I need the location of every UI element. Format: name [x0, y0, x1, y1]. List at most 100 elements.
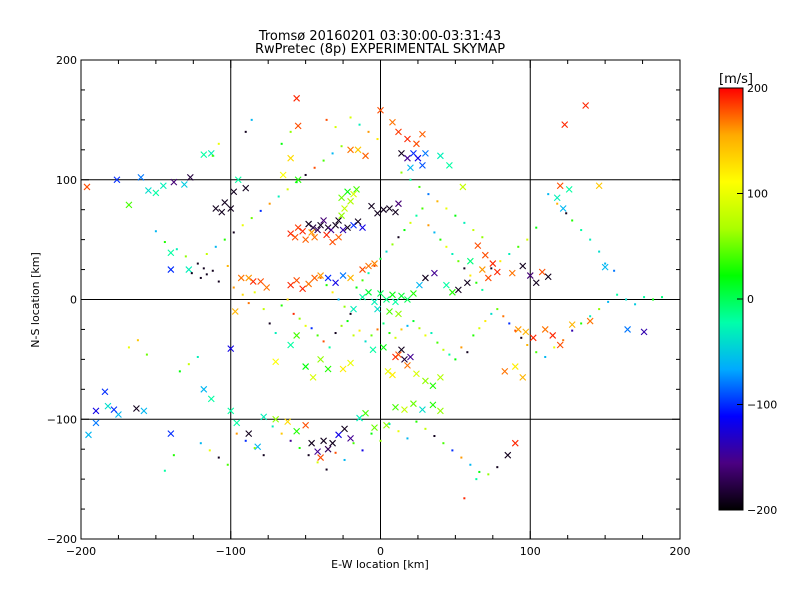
- dot-point-303: [547, 193, 550, 196]
- dot-point-248: [340, 324, 343, 327]
- cross-point-21: [230, 188, 238, 196]
- cross-point-144: [92, 407, 100, 415]
- cross-point-119: [561, 121, 569, 129]
- cross-point-125: [601, 263, 609, 271]
- cross-point-224: [463, 279, 471, 287]
- dot-point-247: [334, 332, 337, 335]
- dot-point-231: [232, 286, 235, 289]
- dot-point-330: [286, 188, 289, 191]
- cross-point-140: [519, 373, 527, 381]
- cross-point-61: [354, 218, 362, 226]
- cross-point-170: [347, 435, 354, 442]
- cross-point-164: [317, 454, 324, 461]
- dot-point-356: [343, 305, 346, 308]
- dot-point-411: [406, 437, 409, 440]
- cross-point-97: [386, 205, 393, 212]
- dot-point-367: [409, 221, 412, 224]
- dot-point-315: [436, 200, 439, 203]
- cross-point-2: [125, 201, 133, 209]
- x-tick-label-0: −200: [66, 545, 96, 558]
- cross-point-38: [332, 279, 339, 287]
- dot-point-240: [292, 312, 295, 315]
- cross-point-159: [284, 418, 292, 426]
- dot-point-337: [223, 238, 226, 241]
- cross-point-206: [371, 298, 378, 306]
- dot-point-366: [403, 229, 406, 232]
- dot-point-349: [289, 130, 292, 133]
- dot-point-328: [304, 173, 307, 176]
- cross-point-207: [377, 290, 384, 297]
- cross-point-127: [624, 326, 631, 333]
- dot-point-344: [211, 154, 214, 157]
- dot-point-423: [496, 466, 499, 469]
- cross-point-73: [344, 188, 351, 196]
- dot-point-412: [415, 420, 418, 423]
- x-tick-label-4: 200: [670, 545, 691, 558]
- cross-point-191: [380, 344, 387, 351]
- dot-point-226: [199, 276, 202, 279]
- cross-point-162: [308, 439, 316, 447]
- dot-point-338: [214, 245, 217, 248]
- y-axis-label: N-S location [km]: [29, 252, 42, 348]
- cross-point-87: [413, 140, 420, 148]
- dot-point-362: [379, 257, 382, 260]
- dot-point-250: [352, 334, 355, 337]
- dot-point-421: [475, 478, 478, 481]
- dot-point-242: [304, 324, 307, 327]
- chart-subtitle: RwPretec (8p) EXPERIMENTAL SKYMAP: [255, 42, 505, 57]
- cross-point-149: [140, 407, 148, 415]
- cross-point-78: [293, 94, 301, 102]
- cross-point-6: [159, 182, 167, 190]
- cross-point-116: [538, 268, 546, 276]
- cross-point-57: [335, 217, 342, 224]
- dot-point-268: [460, 346, 463, 349]
- dot-point-278: [520, 336, 523, 339]
- cross-point-115: [532, 279, 540, 287]
- dot-point-289: [616, 293, 619, 296]
- dot-point-258: [400, 328, 403, 331]
- cross-point-152: [207, 395, 215, 403]
- dot-point-314: [445, 207, 448, 210]
- dot-point-318: [409, 178, 412, 181]
- cross-point-26: [237, 274, 245, 282]
- dot-point-243: [310, 327, 313, 330]
- dot-point-358: [355, 286, 358, 289]
- dot-point-351: [334, 126, 337, 129]
- cross-point-50: [309, 224, 317, 232]
- dot-point-348: [280, 142, 283, 145]
- dot-point-388: [199, 442, 202, 445]
- dot-point-16: [205, 273, 208, 276]
- cross-point-41: [359, 266, 366, 273]
- dot-point-334: [250, 217, 253, 220]
- cross-point-185: [309, 373, 317, 381]
- dot-point-382: [196, 355, 199, 358]
- cross-point-171: [356, 414, 363, 422]
- dot-point-394: [253, 446, 256, 449]
- cross-point-71: [350, 190, 357, 198]
- cross-point-35: [311, 274, 318, 282]
- cross-point-187: [324, 365, 332, 373]
- dot-point-233: [247, 302, 250, 305]
- cross-point-29: [245, 274, 253, 282]
- dot-point-299: [580, 229, 583, 232]
- cross-point-183: [272, 358, 280, 366]
- dot-point-322: [358, 123, 361, 126]
- colorbar-tick-label-4: −200: [747, 504, 777, 517]
- dot-point-339: [205, 252, 208, 255]
- dot-point-327: [313, 166, 316, 169]
- cross-point-151: [200, 385, 208, 393]
- dot-point-245: [322, 340, 325, 343]
- dot-point-251: [358, 329, 361, 332]
- dot-point-336: [232, 231, 235, 234]
- cross-point-130: [529, 334, 537, 342]
- cross-point-93: [422, 150, 429, 157]
- dot-point-395: [262, 454, 265, 457]
- cross-point-72: [353, 185, 360, 193]
- cross-point-111: [484, 274, 492, 282]
- cross-point-32: [293, 276, 301, 284]
- cross-point-69: [341, 205, 348, 212]
- cross-point-219: [422, 274, 429, 282]
- cross-point-107: [466, 257, 474, 265]
- cross-point-169: [341, 425, 348, 433]
- cross-point-121: [553, 194, 561, 202]
